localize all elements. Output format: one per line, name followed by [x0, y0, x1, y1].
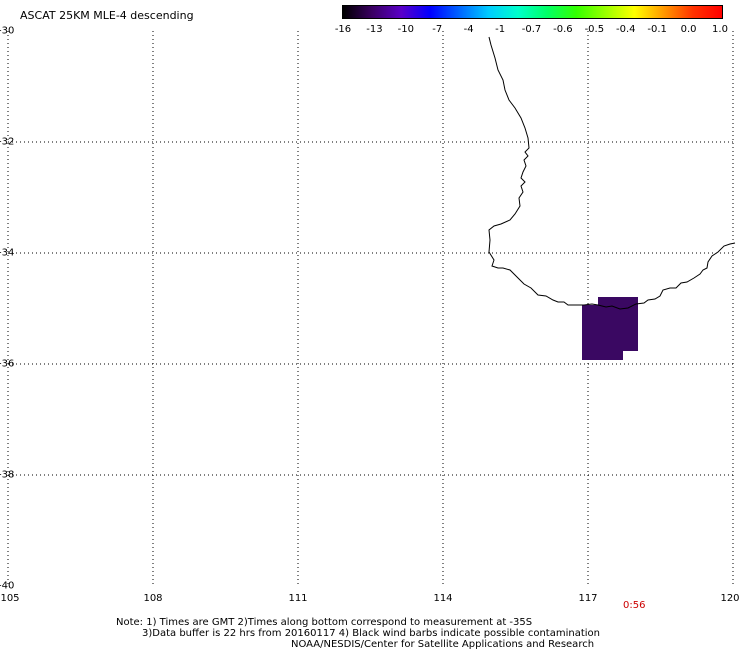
colorbar-label: -7 [432, 24, 443, 35]
colorbar [342, 5, 723, 19]
coastline [488, 36, 736, 310]
colorbar-labels: -16 -13 -10 -7 -4 -1 -0.7 -0.6 -0.5 -0.4 -0.1 0.0 1.… [0, 24, 740, 38]
longitude-label: 108 [143, 593, 163, 604]
swath-cell-east [598, 297, 638, 351]
latitude-label: -30 [0, 25, 15, 37]
colorbar-label: -0.6 [553, 24, 573, 35]
lat-lon-grid [7, 31, 734, 586]
map-title: ASCAT 25KM MLE-4 descending [20, 9, 194, 22]
longitude-label: 120 [720, 593, 740, 604]
colorbar-label: -16 [334, 24, 352, 35]
note-line-2: 3)Data buffer is 22 hrs from 20160117 4)… [142, 628, 600, 639]
note-line-3: NOAA/NESDIS/Center for Satellite Applica… [291, 639, 595, 650]
longitude-label: 114 [433, 593, 453, 604]
longitude-label: 117 [578, 593, 598, 604]
latitude-label: -32 [0, 136, 15, 148]
colorbar-label: -0.4 [615, 24, 636, 35]
colorbar-label: -10 [397, 24, 414, 35]
latitude-label: -38 [0, 469, 15, 481]
colorbar-label: -1 [495, 24, 506, 35]
latitude-label: -36 [0, 358, 15, 370]
colorbar-label: 0.0 [680, 24, 697, 35]
colorbar-label: -0.5 [584, 24, 605, 35]
colorbar-label: -4 [463, 24, 474, 35]
colorbar-label: 1.0 [712, 24, 728, 35]
longitude-label: 111 [288, 593, 308, 604]
longitude-label: 105 [0, 593, 20, 604]
latitude-label: -34 [0, 247, 15, 259]
latitude-label: -40 [0, 580, 15, 592]
colorbar-label: -13 [366, 24, 383, 35]
colorbar-label: -0.7 [521, 24, 542, 35]
time-label: 0:56 [623, 600, 646, 611]
note-line-1: Note: 1) Times are GMT 2)Times along bot… [116, 617, 533, 628]
colorbar-label: -0.1 [647, 24, 667, 35]
